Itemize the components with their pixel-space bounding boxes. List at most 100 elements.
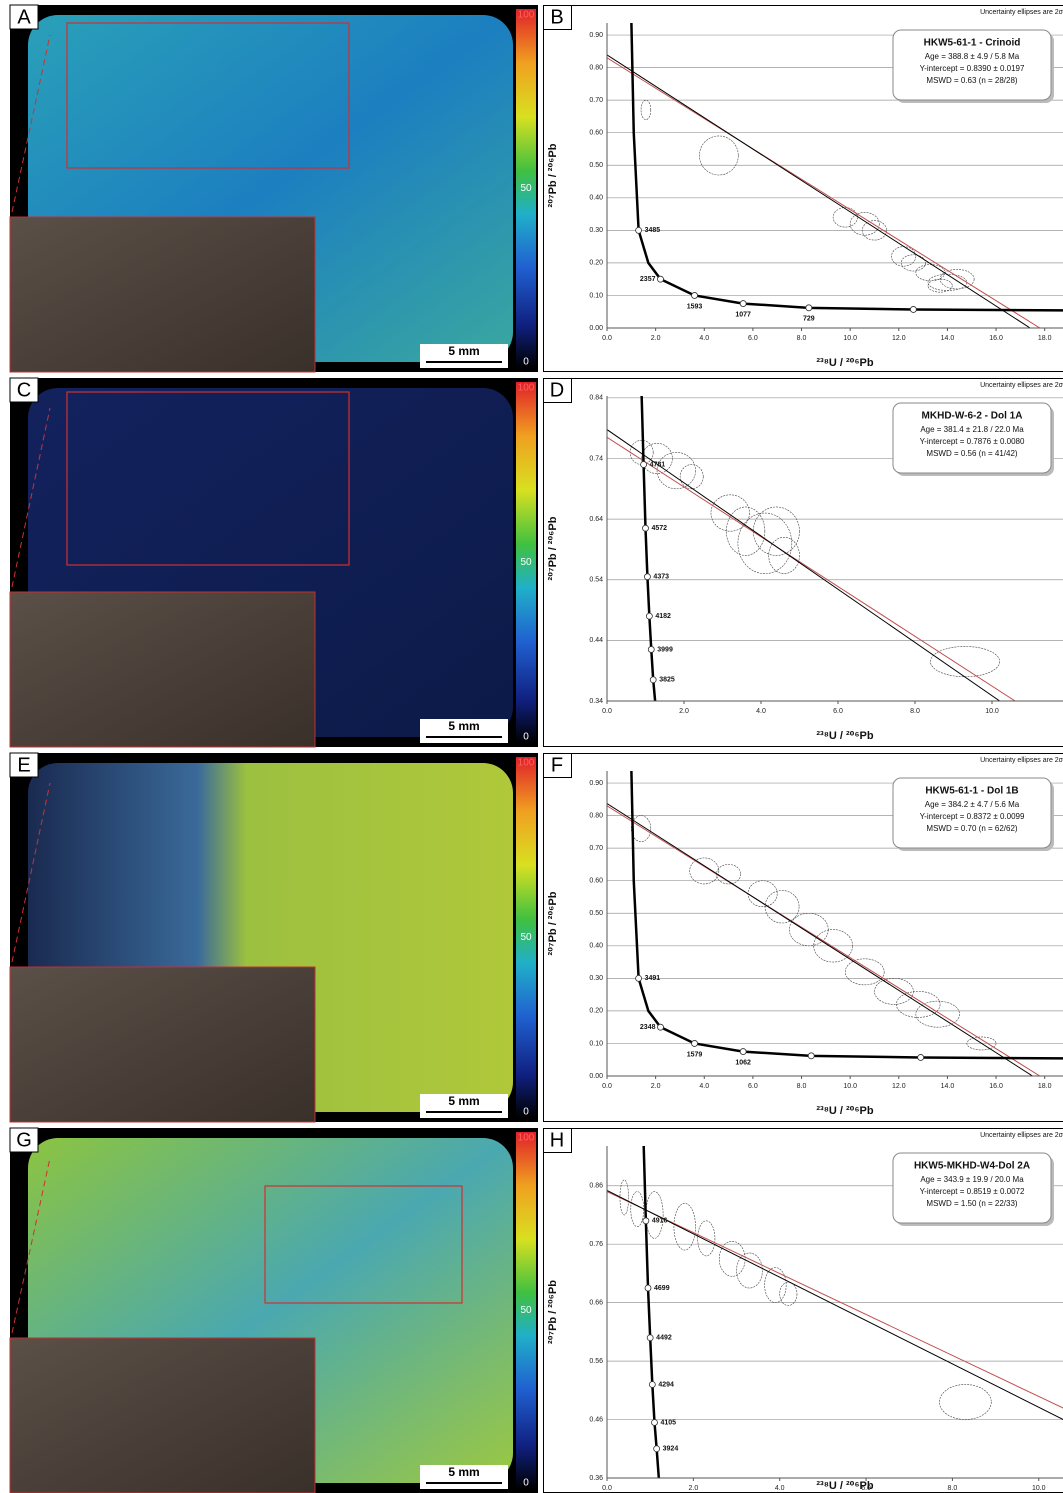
- y-tick-label: 0.40: [589, 195, 603, 202]
- age-marker: [654, 1446, 660, 1452]
- inset-photo: [10, 1338, 315, 1493]
- note: Uncertainty ellipses are 2σ: [980, 9, 1063, 16]
- age-label: 4373: [653, 574, 669, 581]
- x-tick-label: 12.0: [892, 335, 906, 342]
- x-tick-label: 8.0: [797, 335, 807, 342]
- y-tick-label: 0.54: [589, 577, 603, 584]
- age-label: 4182: [655, 613, 671, 620]
- age-marker: [910, 306, 916, 312]
- x-tick-label: 2.0: [651, 1083, 661, 1090]
- age-marker: [636, 975, 642, 981]
- y-tick-label: 0.20: [589, 1008, 603, 1015]
- annotation: Y-intercept = 0.8519 ± 0.0072: [920, 1187, 1025, 1196]
- map-panel: C1005005 mm: [10, 378, 538, 747]
- x-tick-label: 18.0: [1038, 335, 1052, 342]
- age-marker: [651, 1419, 657, 1425]
- scale-bar-label: 5 mm: [448, 1465, 479, 1479]
- legend-title: HKW5-61-1 - Dol 1B: [925, 786, 1018, 797]
- panel-letter: H: [550, 1129, 564, 1151]
- y-tick-label: 0.50: [589, 910, 603, 917]
- age-marker: [641, 462, 647, 468]
- age-label: 1579: [687, 1051, 703, 1058]
- colorbar-tick-label: 100: [518, 758, 535, 769]
- chart-panel: HUncertainty ellipses are 2σ0.360.460.56…: [544, 1129, 1063, 1493]
- y-tick-label: 0.00: [589, 325, 603, 332]
- age-label: 4105: [660, 1419, 676, 1426]
- age-marker: [692, 292, 698, 298]
- y-tick-label: 0.70: [589, 845, 603, 852]
- note: Uncertainty ellipses are 2σ: [980, 1132, 1063, 1139]
- colorbar-tick-label: 50: [520, 183, 532, 194]
- age-label: 3485: [645, 227, 661, 234]
- colorbar-tick-label: 0: [523, 732, 529, 743]
- age-label: 729: [803, 316, 815, 323]
- annotation: MSWD = 1.50 (n = 22/33): [926, 1199, 1017, 1208]
- x-tick-label: 0.0: [602, 1485, 612, 1492]
- panel-letter: C: [17, 379, 31, 401]
- x-axis-label: ²³⁸U / ²⁰⁶Pb: [816, 730, 874, 742]
- age-label: 4916: [652, 1218, 668, 1225]
- y-tick-label: 0.64: [589, 516, 603, 523]
- age-marker: [648, 646, 654, 652]
- panel-letter: B: [550, 6, 563, 28]
- colorbar-tick-label: 0: [523, 1478, 529, 1489]
- age-marker: [643, 525, 649, 531]
- scale-bar-label: 5 mm: [448, 719, 479, 733]
- map-panel: E1005005 mm: [10, 753, 538, 1122]
- age-label: 2348: [640, 1024, 656, 1031]
- x-tick-label: 14.0: [941, 335, 955, 342]
- annotation: MSWD = 0.63 (n = 28/28): [926, 76, 1017, 85]
- y-tick-label: 0.74: [589, 455, 603, 462]
- annotation: MSWD = 0.70 (n = 62/62): [926, 824, 1017, 833]
- colorbar-tick-label: 50: [520, 932, 532, 943]
- panel-letter: F: [551, 754, 563, 776]
- y-axis-label: ²⁰⁷Pb / ²⁰⁶Pb: [547, 143, 559, 207]
- x-tick-label: 6.0: [748, 1083, 758, 1090]
- annotation: Y-intercept = 0.8390 ± 0.0197: [920, 64, 1025, 73]
- colorbar-tick-label: 0: [523, 357, 529, 368]
- age-label: 3999: [657, 646, 673, 653]
- panel-letter: E: [17, 754, 30, 776]
- x-tick-label: 2.0: [688, 1485, 698, 1492]
- age-marker: [644, 574, 650, 580]
- x-tick-label: 12.0: [892, 1083, 906, 1090]
- x-tick-label: 8.0: [910, 708, 920, 715]
- x-axis-label: ²³⁸U / ²⁰⁶Pb: [816, 357, 874, 369]
- x-tick-label: 14.0: [941, 1083, 955, 1090]
- colorbar-tick-label: 50: [520, 1305, 532, 1316]
- y-tick-label: 0.56: [589, 1358, 603, 1365]
- y-tick-label: 0.50: [589, 162, 603, 169]
- y-tick-label: 0.80: [589, 64, 603, 71]
- y-tick-label: 0.76: [589, 1241, 603, 1248]
- age-marker: [636, 227, 642, 233]
- age-marker: [692, 1040, 698, 1046]
- legend-title: MKHD-W-6-2 - Dol 1A: [922, 411, 1023, 422]
- colorbar-tick-label: 100: [518, 10, 535, 21]
- y-tick-label: 0.90: [589, 32, 603, 39]
- x-tick-label: 8.0: [948, 1485, 958, 1492]
- y-tick-label: 0.36: [589, 1475, 603, 1482]
- colorbar-tick-label: 100: [518, 1133, 535, 1144]
- x-tick-label: 0.0: [602, 1083, 612, 1090]
- y-tick-label: 0.20: [589, 260, 603, 267]
- age-label: 4294: [658, 1381, 674, 1388]
- age-marker: [645, 1285, 651, 1291]
- page: {"maps":[ {"label":"A","colorbar_lim":[0…: [0, 0, 1063, 1493]
- y-tick-label: 0.10: [589, 1040, 603, 1047]
- x-tick-label: 6.0: [748, 335, 758, 342]
- x-tick-label: 10.0: [1032, 1485, 1046, 1492]
- scale-bar-label: 5 mm: [448, 1094, 479, 1108]
- age-label: 1062: [735, 1059, 751, 1066]
- age-marker: [806, 305, 812, 311]
- annotation: Y-intercept = 0.8372 ± 0.0099: [920, 812, 1025, 821]
- y-tick-label: 0.86: [589, 1183, 603, 1190]
- y-tick-label: 0.34: [589, 698, 603, 705]
- panel-letter: D: [550, 379, 564, 401]
- x-tick-label: 4.0: [699, 1083, 709, 1090]
- annotation: Y-intercept = 0.7876 ± 0.0080: [920, 437, 1025, 446]
- x-tick-label: 4.0: [756, 708, 766, 715]
- x-tick-label: 6.0: [833, 708, 843, 715]
- x-tick-label: 10.0: [843, 1083, 857, 1090]
- y-tick-label: 0.70: [589, 97, 603, 104]
